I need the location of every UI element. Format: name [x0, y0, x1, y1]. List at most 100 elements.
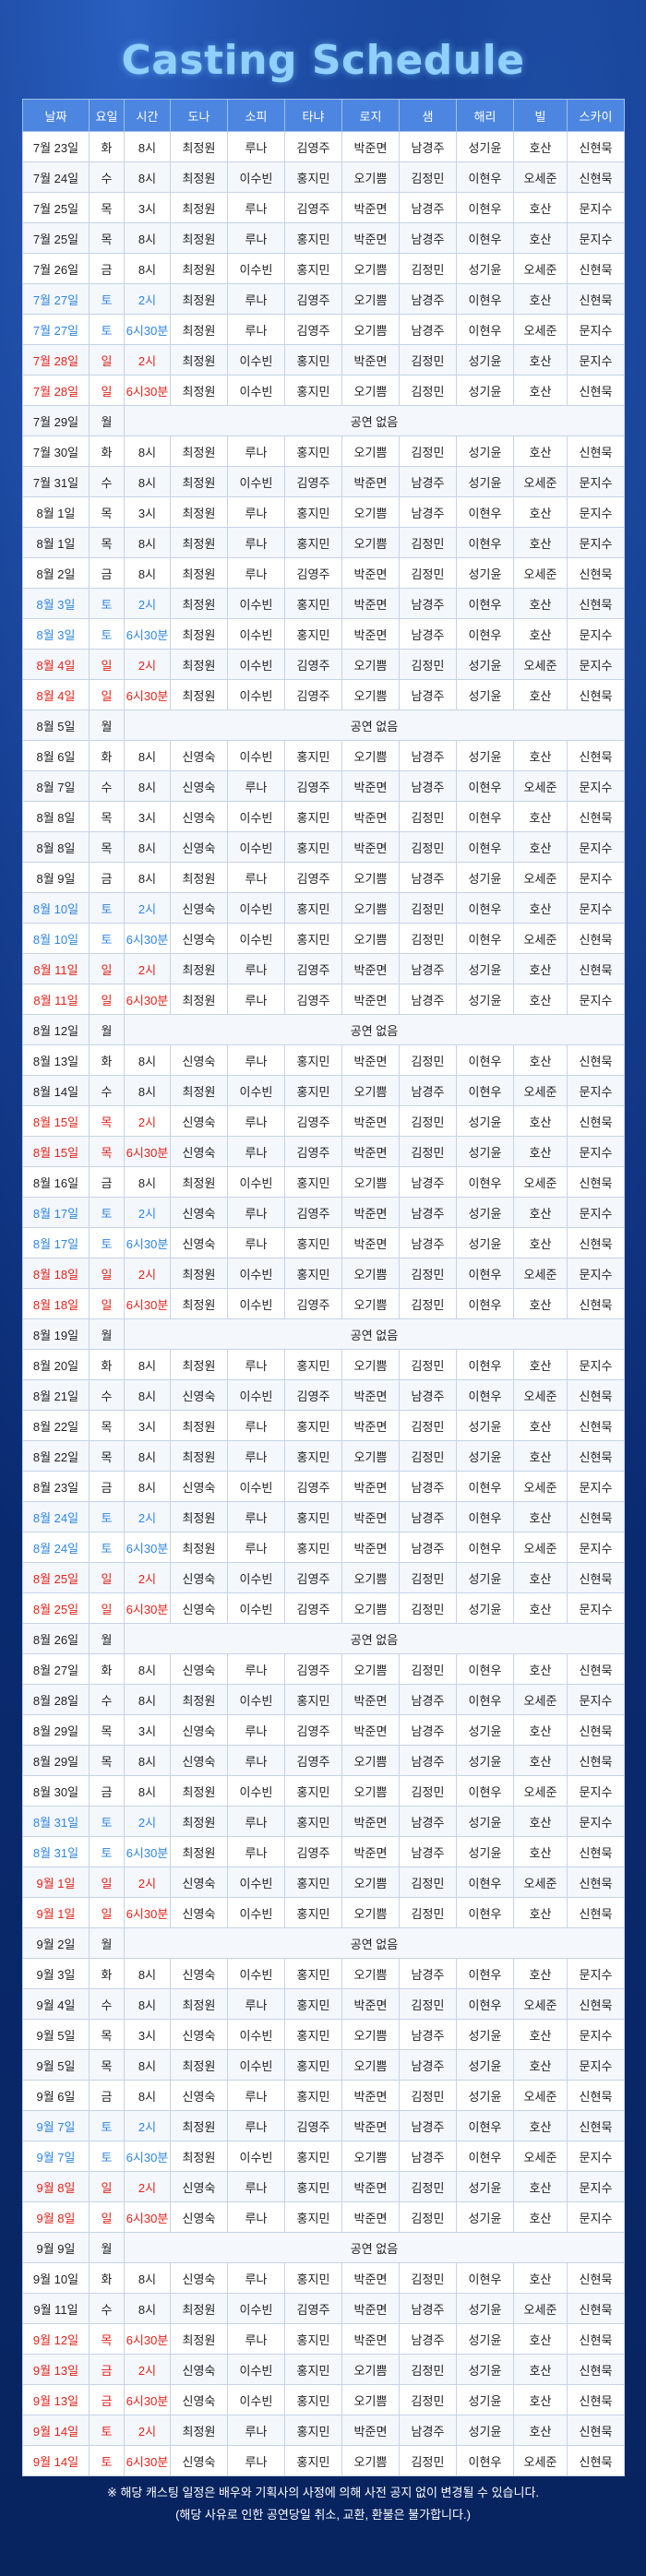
- table-cell: 9월 11일: [22, 2293, 90, 2324]
- table-cell: 이현우: [456, 161, 514, 193]
- table-cell: 오기쁨: [341, 2049, 400, 2081]
- table-cell: 오세준: [513, 1379, 568, 1411]
- table-cell: 오기쁨: [341, 527, 400, 558]
- table-cell: 홍지민: [284, 831, 342, 863]
- table-cell: 2시: [124, 588, 171, 619]
- table-cell: 김정민: [399, 2171, 457, 2202]
- table-cell: 문지수: [567, 1532, 625, 1563]
- table-cell: 이현우: [456, 1075, 514, 1106]
- table-cell: 최정원: [170, 557, 228, 589]
- table-cell: 2시: [124, 2110, 171, 2141]
- table-cell: 김정민: [399, 557, 457, 589]
- table-cell: 이현우: [456, 831, 514, 863]
- table-cell: 신현묵: [567, 2445, 625, 2476]
- table-cell: 루나: [227, 770, 285, 802]
- table-row: 9월 1일 일 6시30분 신영숙 이수빈 홍지민 오기쁨 김정민 이현우 호산 신현묵: [22, 1897, 625, 1928]
- table-row: 8월 29일 목 3시 신영숙 루나 김영주 박준면 남경주 성기윤 호산 신현묵: [22, 1714, 625, 1746]
- table-cell: 루나: [227, 1197, 285, 1228]
- table-cell: 최정원: [170, 375, 228, 406]
- table-row: 8월 18일 일 2시 최정원 이수빈 홍지민 오기쁨 김정민 이현우 오세준 문지수: [22, 1258, 625, 1289]
- table-cell: 신영숙: [170, 2080, 228, 2111]
- table-cell: 남경주: [399, 679, 457, 710]
- table-cell: 오기쁨: [341, 435, 400, 467]
- table-cell: 9월 9일: [22, 2232, 90, 2263]
- table-cell: 이현우: [456, 1775, 514, 1807]
- table-cell: 성기윤: [456, 953, 514, 984]
- table-cell: 남경주: [399, 770, 457, 802]
- table-cell: 박준면: [341, 1684, 400, 1715]
- table-cell: 8월 28일: [22, 1684, 90, 1715]
- table-row: 8월 31일 토 2시 최정원 루나 홍지민 박준면 남경주 성기윤 호산 문지수: [22, 1806, 625, 1837]
- table-cell: 일: [89, 1288, 125, 1319]
- table-cell: 토: [89, 588, 125, 619]
- table-cell: 이현우: [456, 618, 514, 650]
- table-cell: 이수빈: [227, 801, 285, 832]
- table-cell: 신영숙: [170, 2445, 228, 2476]
- table-cell: 박준면: [341, 1197, 400, 1228]
- table-cell: 신영숙: [170, 1745, 228, 1776]
- table-cell: 수: [89, 466, 125, 497]
- table-cell: 신현묵: [567, 588, 625, 619]
- table-cell: 수: [89, 1075, 125, 1106]
- table-row: 8월 30일 금 8시 최정원 이수빈 홍지민 오기쁨 김정민 이현우 오세준 문지수: [22, 1775, 625, 1807]
- table-cell: 오세준: [513, 1075, 568, 1106]
- table-cell: 김정민: [399, 1288, 457, 1319]
- table-cell: 신영숙: [170, 1958, 228, 1989]
- table-cell: 화: [89, 1349, 125, 1380]
- table-cell: 성기윤: [456, 2323, 514, 2355]
- table-cell: 신현묵: [567, 253, 625, 284]
- table-cell: 8월 1일: [22, 496, 90, 528]
- table-cell: 성기윤: [456, 984, 514, 1015]
- table-cell: 신영숙: [170, 2171, 228, 2202]
- table-cell: 홍지민: [284, 2019, 342, 2050]
- table-cell: 홍지민: [284, 2049, 342, 2081]
- table-row: 9월 14일 토 2시 최정원 루나 홍지민 박준면 남경주 성기윤 호산 신현묵: [22, 2415, 625, 2446]
- table-row: 9월 11일 수 8시 최정원 이수빈 김영주 박준면 남경주 성기윤 오세준 신현묵: [22, 2293, 625, 2324]
- table-cell: 6시30분: [124, 1836, 171, 1867]
- table-cell: 9월 6일: [22, 2080, 90, 2111]
- table-row: 8월 6일 화 8시 신영숙 이수빈 홍지민 오기쁨 남경주 성기윤 호산 신현묵: [22, 740, 625, 771]
- table-cell: 목: [89, 527, 125, 558]
- table-cell: 오세준: [513, 2445, 568, 2476]
- table-cell: 월: [89, 1014, 125, 1045]
- table-cell: 8월 2일: [22, 557, 90, 589]
- table-cell: 문지수: [567, 1684, 625, 1715]
- table-cell: 문지수: [567, 1136, 625, 1167]
- table-cell: 성기윤: [456, 375, 514, 406]
- table-cell: 김영주: [284, 1105, 342, 1137]
- table-cell: 박준면: [341, 1105, 400, 1137]
- table-cell: 홍지민: [284, 1806, 342, 1837]
- table-cell: 일: [89, 375, 125, 406]
- table-cell: 6시30분: [124, 2384, 171, 2415]
- table-cell: 8월 29일: [22, 1745, 90, 1776]
- table-cell: 호산: [513, 892, 568, 924]
- table-cell: 3시: [124, 801, 171, 832]
- table-cell: 이수빈: [227, 375, 285, 406]
- table-cell: 오기쁨: [341, 1166, 400, 1198]
- table-cell: 신영숙: [170, 1562, 228, 1593]
- table-cell: 수: [89, 1988, 125, 2020]
- table-cell: 문지수: [567, 1775, 625, 1807]
- table-row: 7월 24일 수 8시 최정원 이수빈 홍지민 오기쁨 김정민 이현우 오세준 신현묵: [22, 161, 625, 193]
- table-cell: 8월 24일: [22, 1532, 90, 1563]
- table-cell: 이수빈: [227, 1166, 285, 1198]
- table-cell: 이수빈: [227, 466, 285, 497]
- table-cell: 성기윤: [456, 1562, 514, 1593]
- table-cell: 문지수: [567, 192, 625, 223]
- table-cell: 오기쁨: [341, 1440, 400, 1472]
- table-cell: 남경주: [399, 1806, 457, 1837]
- table-cell: 오기쁨: [341, 1258, 400, 1289]
- table-cell: 8시: [124, 770, 171, 802]
- table-cell: 호산: [513, 1136, 568, 1167]
- table-row: 8월 10일 토 2시 신영숙 이수빈 홍지민 오기쁨 김정민 이현우 호산 문지수: [22, 892, 625, 924]
- table-cell: 8시: [124, 2293, 171, 2324]
- table-cell: 8시: [124, 831, 171, 863]
- table-cell: 신현묵: [567, 1988, 625, 2020]
- table-cell: 홍지민: [284, 1684, 342, 1715]
- table-row: 8월 13일 화 8시 신영숙 루나 홍지민 박준면 김정민 이현우 호산 신현묵: [22, 1044, 625, 1076]
- table-cell: 문지수: [567, 831, 625, 863]
- table-cell: 이현우: [456, 527, 514, 558]
- table-cell: 호산: [513, 2262, 568, 2294]
- table-row: 8월 19일 월 공연 없음: [22, 1318, 625, 1350]
- table-cell: 박준면: [341, 2080, 400, 2111]
